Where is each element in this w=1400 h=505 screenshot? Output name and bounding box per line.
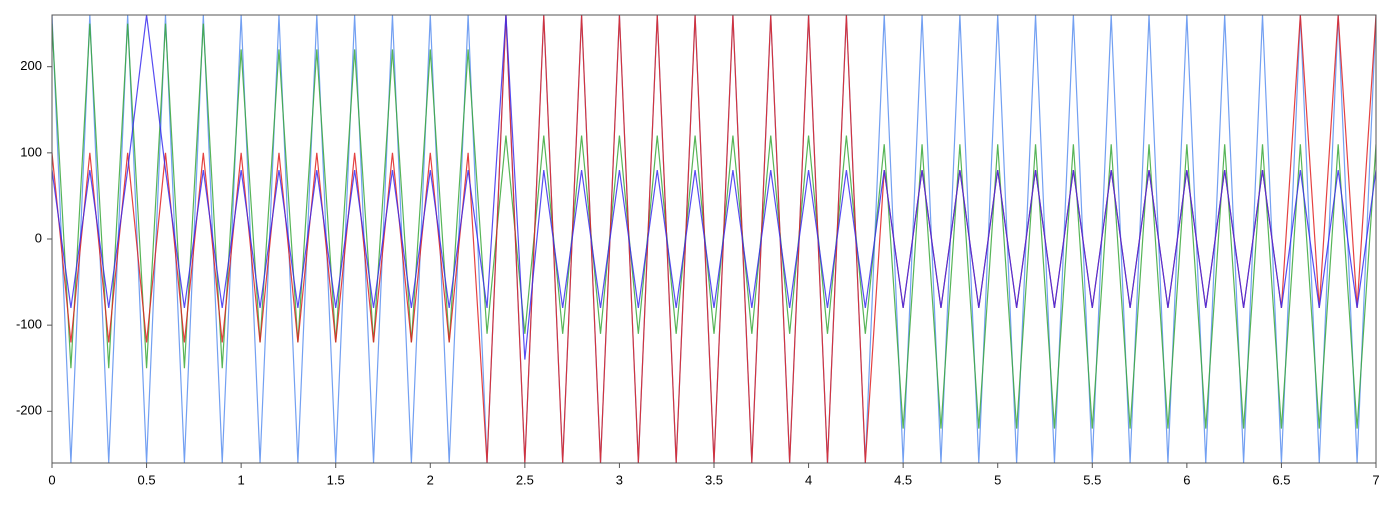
x-tick-label: 6.5 bbox=[1272, 472, 1290, 487]
series-line bbox=[52, 15, 1376, 360]
x-tick-label: 5 bbox=[994, 472, 1001, 487]
y-tick-label: 100 bbox=[20, 144, 42, 159]
x-tick-label: 0.5 bbox=[138, 472, 156, 487]
x-tick-label: 7 bbox=[1372, 472, 1379, 487]
x-tick-label: 2.5 bbox=[516, 472, 534, 487]
x-tick-label: 4.5 bbox=[894, 472, 912, 487]
x-tick-label: 0 bbox=[48, 472, 55, 487]
y-tick-label: -100 bbox=[16, 317, 42, 332]
x-tick-label: 3.5 bbox=[705, 472, 723, 487]
series-line bbox=[52, 15, 1376, 463]
x-tick-label: 6 bbox=[1183, 472, 1190, 487]
y-tick-label: 0 bbox=[35, 230, 42, 245]
x-tick-label: 3 bbox=[616, 472, 623, 487]
plot-area bbox=[52, 15, 1376, 463]
x-tick-label: 4 bbox=[805, 472, 812, 487]
x-tick-label: 5.5 bbox=[1083, 472, 1101, 487]
y-tick-label: -200 bbox=[16, 403, 42, 418]
y-tick-label: 200 bbox=[20, 58, 42, 73]
x-tick-label: 1 bbox=[238, 472, 245, 487]
x-tick-label: 1.5 bbox=[327, 472, 345, 487]
series-line bbox=[52, 23, 1376, 429]
x-tick-label: 2 bbox=[427, 472, 434, 487]
